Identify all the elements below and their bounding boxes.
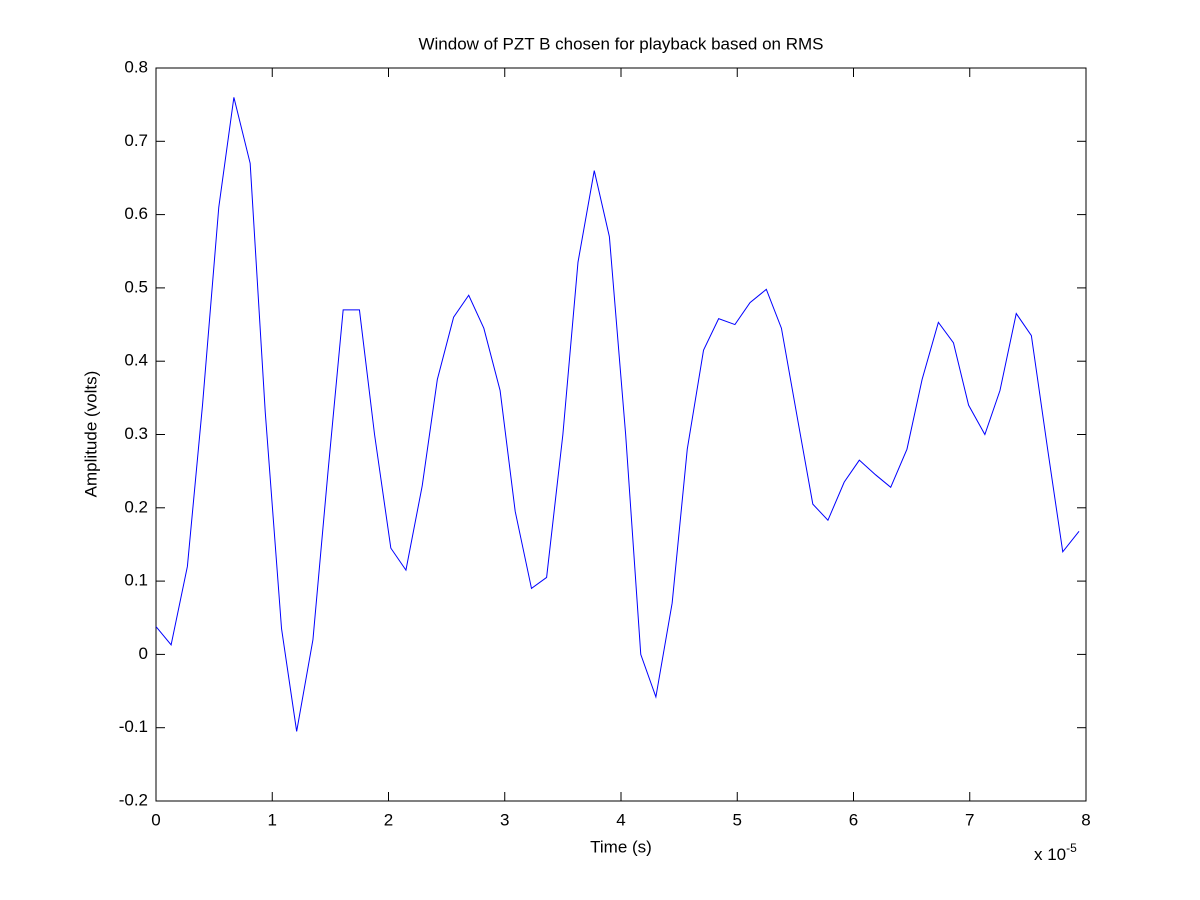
x-multiplier-exponent: -5 xyxy=(1066,841,1077,855)
y-tick-label: 0.3 xyxy=(124,424,148,443)
y-tick-label: -0.2 xyxy=(119,790,148,809)
y-tick-label: 0.6 xyxy=(124,204,148,223)
x-tick-label: 4 xyxy=(616,810,625,829)
x-tick-label: 0 xyxy=(151,810,160,829)
y-tick-label: 0.4 xyxy=(124,351,148,370)
x-tick-label: 6 xyxy=(849,810,858,829)
x-tick-label: 5 xyxy=(733,810,742,829)
x-tick-label: 7 xyxy=(965,810,974,829)
y-tick-label: 0.7 xyxy=(124,131,148,150)
chart-title: Window of PZT B chosen for playback base… xyxy=(418,34,823,53)
y-tick-label: 0 xyxy=(139,644,148,663)
y-tick-label: 0.5 xyxy=(124,277,148,296)
x-multiplier-base: x 10 xyxy=(1034,845,1066,864)
x-axis-label: Time (s) xyxy=(590,837,652,856)
x-tick-label: 3 xyxy=(500,810,509,829)
y-tick-label: 0.2 xyxy=(124,497,148,516)
y-tick-label: 0.8 xyxy=(124,57,148,76)
plot-frame xyxy=(155,67,1087,802)
x-tick-label: 8 xyxy=(1081,810,1090,829)
y-axis-label: Amplitude (volts) xyxy=(81,371,100,498)
y-tick-label: 0.1 xyxy=(124,571,148,590)
x-tick-label: 1 xyxy=(268,810,277,829)
y-tick-label: -0.1 xyxy=(119,717,148,736)
data-line xyxy=(155,97,1080,732)
x-tick-label: 2 xyxy=(384,810,393,829)
x-multiplier: x 10-5 xyxy=(1034,841,1077,864)
